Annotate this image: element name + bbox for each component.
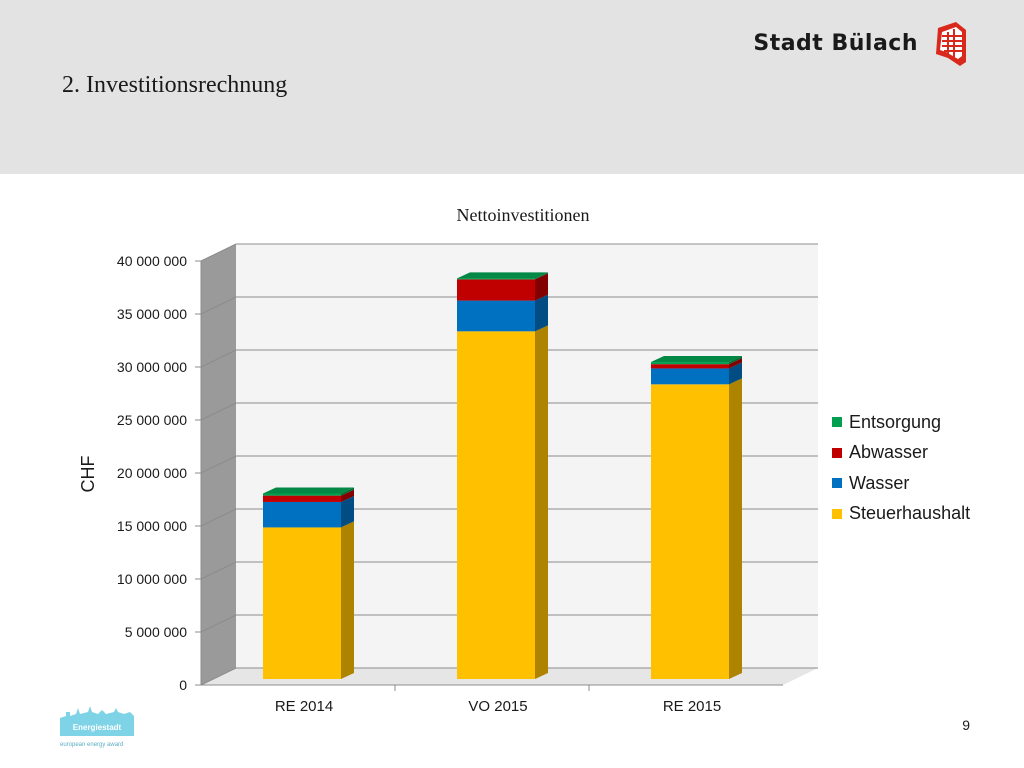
y-tick-label: 40 000 000 (117, 253, 187, 269)
gridline (200, 243, 818, 262)
x-tick-label: RE 2014 (275, 698, 333, 714)
bar-side (535, 294, 548, 332)
bar-front (651, 368, 729, 385)
bar-front (457, 279, 535, 301)
bar-segment-entsorgung (651, 356, 742, 365)
bar-front (263, 501, 341, 528)
y-tick-label: 25 000 000 (117, 412, 187, 428)
legend-item: Entsorgung (832, 407, 970, 438)
svg-text:Energiestadt: Energiestadt (73, 723, 122, 732)
y-tick-label: 0 (179, 677, 187, 693)
legend-label: Steuerhaushalt (849, 503, 971, 524)
bar-side (341, 521, 354, 679)
energiestadt-logo: Energiestadt european energy award (60, 706, 134, 748)
gridline (200, 508, 818, 527)
bar-segment-abwasser (457, 273, 548, 301)
bar-segment-entsorgung (263, 487, 354, 496)
bar-segment-abwasser (263, 489, 354, 502)
svg-text:european energy award: european energy award (60, 742, 123, 748)
legend-swatch (832, 417, 842, 428)
bar-side (535, 272, 548, 280)
bar-front (651, 362, 729, 365)
gridline (200, 296, 818, 315)
gridline (200, 455, 818, 474)
city-crest-icon (936, 22, 966, 66)
legend-label: Wasser (849, 472, 910, 493)
gridline (200, 349, 818, 368)
y-tick-label: 10 000 000 (117, 571, 187, 587)
chart-area: Nettoinvestitionen 0 5 000 000 10 000 000 1… (0, 174, 1024, 714)
gridline (200, 614, 818, 633)
bar-front (263, 495, 341, 502)
legend-swatch (832, 508, 842, 519)
bar-side (341, 489, 354, 502)
y-tick-label: 20 000 000 (117, 465, 187, 481)
bar-segment-wasser (651, 362, 742, 385)
bar-side (729, 378, 742, 679)
gridline (200, 667, 818, 686)
gridline (200, 561, 818, 580)
bar-side (535, 325, 548, 679)
bar-front (457, 278, 535, 280)
bar-segment-wasser (457, 294, 548, 332)
bar-side (341, 487, 354, 496)
y-tick-label: 35 000 000 (117, 306, 187, 322)
bar-side (729, 358, 742, 369)
bar-segment-steuerhaushalt (651, 378, 742, 679)
legend-label: Entsorgung (849, 411, 942, 432)
legend-swatch (832, 447, 842, 458)
brand-name: Stadt Bülach (753, 30, 918, 56)
bar-segment-steuerhaushalt (457, 325, 548, 679)
chart-legend: Entsorgung Abwasser Wasser Steuerhaushalt (832, 407, 970, 529)
x-tick-label: RE 2015 (663, 698, 721, 714)
y-tick-label: 30 000 000 (117, 359, 187, 375)
header-band (0, 0, 1024, 174)
chart-plot: 0 5 000 000 10 000 000 15 000 000 20 000 000… (78, 243, 818, 714)
bar-side (729, 362, 742, 385)
bar-top (457, 272, 548, 279)
y-tick-label: 15 000 000 (117, 518, 187, 534)
legend-swatch (832, 478, 842, 489)
bar-front (651, 364, 729, 369)
brand: Stadt Bülach (753, 20, 968, 66)
bar-front (263, 527, 341, 679)
legend-label: Abwasser (849, 442, 929, 463)
bar-segment-wasser (263, 495, 354, 528)
bar-top (263, 487, 354, 494)
legend-item: Wasser (832, 468, 970, 499)
gridline (200, 402, 818, 421)
bar-side (729, 356, 742, 365)
page-number: 9 (962, 717, 970, 733)
chart-title: Nettoinvestitionen (456, 205, 590, 225)
bar-side (341, 495, 354, 528)
bar-top (651, 356, 742, 363)
slide-title: 2. Investitionsrechnung (62, 72, 288, 98)
bar-front (457, 300, 535, 332)
bar-segment-abwasser (651, 358, 742, 369)
bar-front (457, 331, 535, 679)
y-tick-label: 5 000 000 (125, 624, 187, 640)
x-tick-label: VO 2015 (468, 698, 527, 714)
legend-item: Abwasser (832, 438, 970, 469)
bar-segment-entsorgung (457, 272, 548, 280)
bar-front (651, 384, 729, 679)
bar-segment-steuerhaushalt (263, 521, 354, 679)
y-axis-label: CHF (78, 456, 98, 493)
legend-item: Steuerhaushalt (832, 499, 970, 530)
bar-front (263, 493, 341, 496)
bar-side (535, 273, 548, 301)
